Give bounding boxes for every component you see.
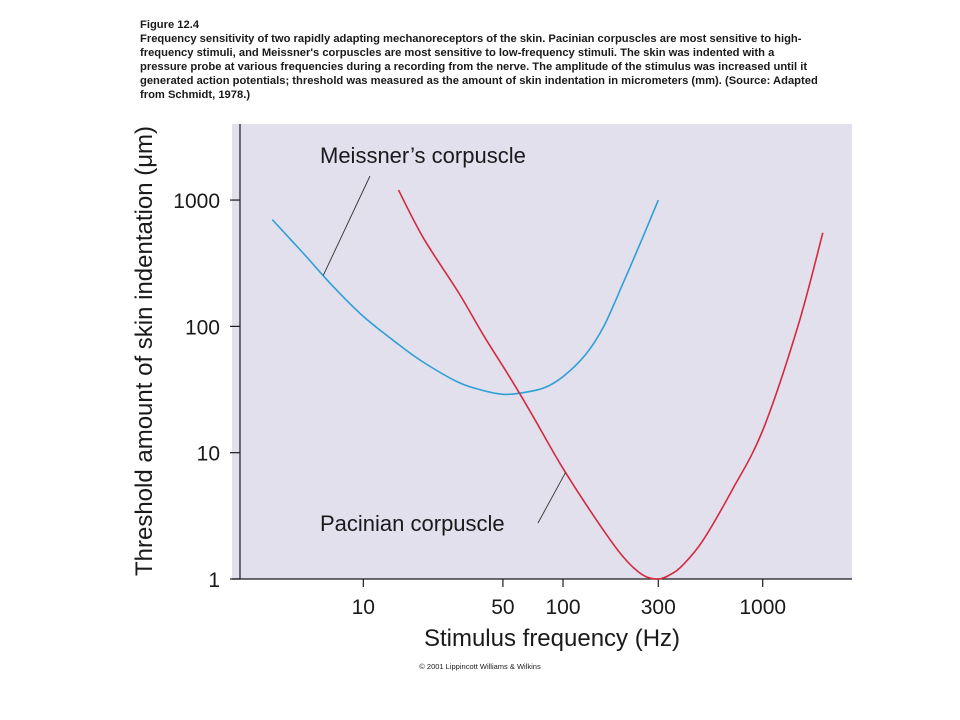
caption-text: Frequency sensitivity of two rapidly ada… — [140, 33, 818, 101]
x-tick-label: 50 — [491, 596, 514, 619]
annotation-leader-line — [537, 472, 566, 524]
annotation-label-meissner: Meissner’s corpuscle — [320, 143, 526, 168]
series-line-meissner — [271, 199, 660, 396]
x-tick-label: 1000 — [739, 596, 786, 619]
x-tick-label: 300 — [641, 596, 676, 619]
x-tick-label: 100 — [545, 596, 580, 619]
series-line-pacinian — [397, 189, 824, 580]
y-tick-label: 10 — [197, 443, 220, 466]
plot-area — [232, 124, 852, 579]
annotation-layer: Meissner’s corpuscle Pacinian corpuscle — [320, 143, 566, 536]
y-tick-label: 1 — [208, 569, 220, 592]
x-axis-ticks: 10 50 100 300 1000 — [352, 579, 786, 619]
y-tick-label: 1000 — [173, 190, 220, 213]
copyright-notice: © 2001 Lippincott Williams & Wilkins — [419, 662, 541, 671]
annotation-label-pacinian: Pacinian corpuscle — [320, 511, 505, 536]
x-axis-title: Stimulus frequency (Hz) — [424, 625, 680, 652]
y-tick-label: 100 — [185, 316, 220, 339]
caption-heading: Figure 12.4 — [140, 19, 200, 31]
series-layer — [271, 189, 824, 580]
y-axis-ticks: 1 10 100 1000 — [173, 190, 240, 592]
x-tick-label: 10 — [352, 596, 375, 619]
annotation-leader-line — [322, 175, 371, 276]
y-axis-title: Threshold amount of skin indentation (μm… — [131, 126, 158, 576]
figure-caption: Figure 12.4 Frequency sensitivity of two… — [140, 18, 820, 102]
